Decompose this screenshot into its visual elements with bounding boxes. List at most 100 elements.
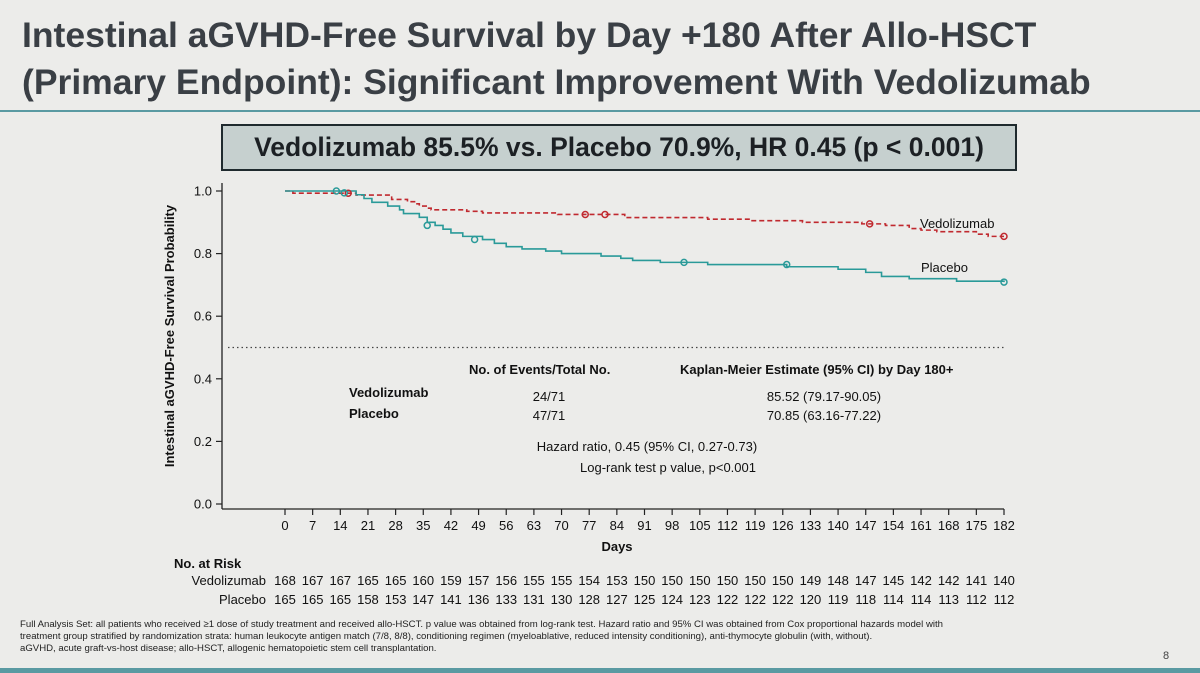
x-tick-label: 133 bbox=[800, 518, 822, 533]
at-risk-row-label: Placebo bbox=[219, 592, 266, 607]
y-tick-label: 1.0 bbox=[194, 184, 212, 199]
series-label-vedolizumab: Vedolizumab bbox=[920, 216, 994, 231]
at-risk-cell: 150 bbox=[744, 573, 766, 588]
at-risk-cell: 165 bbox=[301, 592, 324, 607]
censor-mark-vedolizumab bbox=[581, 210, 589, 219]
at-risk-cell: 136 bbox=[467, 592, 490, 607]
at-risk-cell: 147 bbox=[854, 573, 877, 588]
table-row-vedolizumab-km: 85.52 (79.17-90.05) bbox=[767, 389, 881, 404]
at-risk-cell: 159 bbox=[440, 573, 462, 588]
at-risk-cell: 142 bbox=[937, 573, 960, 588]
censor-mark-placebo bbox=[680, 258, 688, 267]
table-col-km: Kaplan-Meier Estimate (95% CI) by Day 18… bbox=[680, 362, 954, 377]
x-tick-label: 119 bbox=[745, 518, 766, 533]
censor-mark-vedolizumab bbox=[601, 210, 609, 219]
log-rank-text: Log-rank test p value, p<0.001 bbox=[580, 460, 756, 475]
at-risk-cell: 150 bbox=[633, 573, 656, 588]
footnote-line-2: treatment group stratified by randomizat… bbox=[20, 631, 873, 642]
x-tick-label: 147 bbox=[855, 518, 877, 533]
at-risk-cell: 165 bbox=[357, 573, 379, 588]
at-risk-cell: 150 bbox=[716, 573, 739, 588]
x-tick-label: 98 bbox=[665, 518, 679, 533]
x-tick-label: 161 bbox=[910, 518, 932, 533]
at-risk-cell: 150 bbox=[661, 573, 683, 588]
x-tick-label: 70 bbox=[554, 518, 568, 533]
slide-title-line2: (Primary Endpoint): Significant Improvem… bbox=[22, 62, 1091, 102]
censor-mark-placebo bbox=[1000, 278, 1008, 286]
at-risk-cell: 165 bbox=[329, 592, 352, 607]
y-tick-label: 0.2 bbox=[194, 434, 212, 449]
at-risk-cell: 127 bbox=[605, 592, 628, 607]
x-tick-label: 63 bbox=[527, 518, 541, 533]
series-label-placebo: Placebo bbox=[921, 260, 968, 275]
table-row-vedolizumab-name: Vedolizumab bbox=[349, 385, 429, 400]
at-risk-row-label: Vedolizumab bbox=[191, 573, 266, 588]
at-risk-cell: 155 bbox=[523, 573, 545, 588]
y-tick-label: 0.8 bbox=[194, 246, 212, 261]
censor-marks-layer bbox=[332, 187, 1008, 286]
x-tick-label: 105 bbox=[689, 518, 711, 533]
at-risk-cell: 160 bbox=[412, 573, 435, 588]
footnote-line-1: Full Analysis Set: all patients who rece… bbox=[20, 619, 943, 630]
censor-mark-vedolizumab bbox=[1000, 232, 1008, 241]
series-layer bbox=[285, 190, 1005, 283]
series-line-vedolizumab bbox=[285, 190, 1004, 238]
at-risk-cell: 140 bbox=[993, 573, 1015, 588]
at-risk-cell: 147 bbox=[412, 592, 435, 607]
at-risk-cell: 119 bbox=[827, 592, 849, 607]
at-risk-cell: 150 bbox=[771, 573, 794, 588]
at-risk-cell: 145 bbox=[882, 573, 905, 588]
at-risk-cell: 125 bbox=[633, 592, 656, 607]
chart-axes: 0.0 0.2 0.4 0.6 0.8 1.0 0 7 14 21 28 35 42 49 56 63 70 77… bbox=[194, 183, 1015, 533]
at-risk-title: No. at Risk bbox=[174, 556, 242, 571]
hazard-ratio-text: Hazard ratio, 0.45 (95% CI, 0.27-0.73) bbox=[537, 439, 757, 454]
at-risk-cell: 148 bbox=[827, 573, 849, 588]
page-number: 8 bbox=[1163, 650, 1170, 662]
at-risk-cell: 114 bbox=[883, 592, 904, 607]
at-risk-cell: 167 bbox=[329, 573, 352, 588]
slide-title: Intestinal aGVHD-Free Survival by Day +1… bbox=[22, 12, 1182, 106]
x-tick-label: 7 bbox=[309, 518, 316, 533]
at-risk-cell: 165 bbox=[384, 573, 407, 588]
x-tick-label: 35 bbox=[416, 518, 430, 533]
series-line-placebo bbox=[285, 190, 1005, 283]
at-risk-cell: 155 bbox=[550, 573, 573, 588]
x-tick-label: 112 bbox=[717, 518, 738, 533]
title-divider bbox=[0, 110, 1200, 112]
y-tick-label: 0.4 bbox=[194, 371, 212, 386]
y-tick-label: 0.0 bbox=[194, 497, 212, 512]
result-banner: Vedolizumab 85.5% vs. Placebo 70.9%, HR … bbox=[221, 124, 1017, 171]
x-tick-label: 77 bbox=[582, 518, 596, 533]
censor-mark-placebo bbox=[782, 260, 791, 269]
at-risk-cell: 142 bbox=[910, 573, 932, 588]
at-risk-cell: 133 bbox=[495, 592, 518, 607]
x-tick-label: 168 bbox=[938, 518, 960, 533]
at-risk-cell: 113 bbox=[938, 592, 960, 607]
at-risk-cell: 118 bbox=[855, 592, 877, 607]
bottom-divider bbox=[0, 668, 1200, 673]
at-risk-cell: 158 bbox=[357, 592, 379, 607]
at-risk-cell: 168 bbox=[274, 573, 296, 588]
at-risk-cell: 154 bbox=[578, 573, 601, 588]
at-risk-row-vedolizumab: Vedolizumab 168 167 167 165 165 160 159 157 156 15… bbox=[0, 573, 1200, 591]
at-risk-cell: 122 bbox=[771, 592, 794, 607]
x-tick-label: 28 bbox=[388, 518, 402, 533]
censor-mark-placebo bbox=[423, 221, 431, 230]
x-tick-label: 140 bbox=[827, 518, 849, 533]
at-risk-cell: 130 bbox=[550, 592, 573, 607]
at-risk-cell: 131 bbox=[523, 592, 545, 607]
at-risk-cell: 123 bbox=[688, 592, 711, 607]
x-tick-label: 21 bbox=[361, 518, 375, 533]
at-risk-cell: 157 bbox=[467, 573, 490, 588]
table-row-placebo-events: 47/71 bbox=[533, 408, 566, 423]
at-risk-row-placebo: Placebo 165 165 165 158 153 147 141 136 133 131 130… bbox=[0, 592, 1200, 610]
at-risk-cell: 141 bbox=[965, 573, 988, 588]
x-tick-label: 84 bbox=[610, 518, 624, 533]
x-tick-label: 126 bbox=[772, 518, 794, 533]
censor-mark-vedolizumab bbox=[865, 220, 874, 228]
table-row-vedolizumab-events: 24/71 bbox=[533, 389, 566, 404]
result-banner-text: Vedolizumab 85.5% vs. Placebo 70.9%, HR … bbox=[254, 132, 984, 162]
x-tick-label: 42 bbox=[444, 518, 458, 533]
at-risk-cell: 122 bbox=[744, 592, 766, 607]
